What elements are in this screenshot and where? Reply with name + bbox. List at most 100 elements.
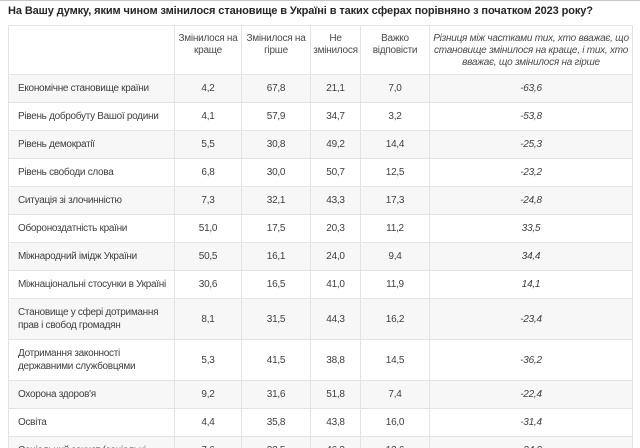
results-table: Змінилося на краще Змінилося на гірше Не… (8, 25, 633, 448)
value-better: 5,5 (174, 130, 242, 159)
row-label: Рівень добробуту Вашої родини (8, 102, 175, 131)
table-row: Охорона здоров'я 9,2 31,6 51,8 7,4 -22,4 (8, 380, 633, 409)
value-better: 7,3 (174, 186, 242, 215)
value-hard: 16,2 (360, 298, 430, 340)
value-hard: 11,9 (360, 270, 430, 299)
value-worse: 32,5 (241, 436, 311, 448)
row-label: Охорона здоров'я (8, 380, 175, 409)
value-difference: -63,6 (429, 74, 633, 103)
table-row: Соціальний захист (соціальні7,632,546,31… (8, 436, 633, 448)
value-difference: -25,3 (429, 130, 633, 159)
table-row: Освіта 4,4 35,8 43,8 16,0 -31,4 (8, 408, 633, 437)
value-not-changed: 38,8 (310, 339, 361, 381)
table-row: Міжнародний імідж України 50,5 16,1 24,0 9,4… (8, 242, 633, 271)
value-better: 6,8 (174, 158, 242, 187)
table-row: Рівень добробуту Вашої родини 4,1 57,9 34,7… (8, 102, 633, 131)
value-better: 4,4 (174, 408, 242, 437)
value-hard: 17,3 (360, 186, 430, 215)
row-label: Рівень демократії (8, 130, 175, 159)
value-not-changed: 20,3 (310, 214, 361, 243)
value-hard: 11,2 (360, 214, 430, 243)
value-not-changed: 34,7 (310, 102, 361, 131)
value-difference: -53,8 (429, 102, 633, 131)
value-better: 4,2 (174, 74, 242, 103)
row-label: Соціальний захист (соціальні (8, 436, 175, 448)
table-row: Рівень демократії 5,5 30,8 49,2 14,4 -25,3 (8, 130, 633, 159)
value-worse: 35,8 (241, 408, 311, 437)
value-better: 30,6 (174, 270, 242, 299)
value-better: 7,6 (174, 436, 242, 448)
row-label: Обороноздатність країни (8, 214, 175, 243)
value-better: 5,3 (174, 339, 242, 381)
value-worse: 57,9 (241, 102, 311, 131)
row-label: Рівень свободи слова (8, 158, 175, 187)
value-worse: 31,5 (241, 298, 311, 340)
value-better: 4,1 (174, 102, 242, 131)
value-not-changed: 43,8 (310, 408, 361, 437)
value-difference: -23,2 (429, 158, 633, 187)
value-better: 50,5 (174, 242, 242, 271)
value-worse: 31,6 (241, 380, 311, 409)
value-not-changed: 46,3 (310, 436, 361, 448)
value-better: 8,1 (174, 298, 242, 340)
value-better: 51,0 (174, 214, 242, 243)
value-worse: 17,5 (241, 214, 311, 243)
value-hard: 12,5 (360, 158, 430, 187)
header-difference: Різниця між частками тих, хто вважає, що… (429, 25, 633, 75)
value-hard: 14,4 (360, 130, 430, 159)
value-difference: -24,9 (429, 436, 633, 448)
value-not-changed: 24,0 (310, 242, 361, 271)
value-not-changed: 51,8 (310, 380, 361, 409)
table-row: Міжнаціональні стосунки в Україні 30,6 16,… (8, 270, 633, 299)
value-worse: 16,1 (241, 242, 311, 271)
value-not-changed: 41,0 (310, 270, 361, 299)
value-difference: 14,1 (429, 270, 633, 299)
table-header: Змінилося на краще Змінилося на гірше Не… (8, 25, 633, 75)
value-difference: 33,5 (429, 214, 633, 243)
header-hard-to-answer: Важко відповісти (360, 25, 430, 75)
table-row: Обороноздатність країни 51,0 17,5 20,3 11,2 3… (8, 214, 633, 243)
table-row: Економічне становище країни 4,2 67,8 21,1 7,… (8, 74, 633, 103)
value-difference: -24,8 (429, 186, 633, 215)
value-difference: -36,2 (429, 339, 633, 381)
value-worse: 32,1 (241, 186, 311, 215)
value-difference: -31,4 (429, 408, 633, 437)
header-changed-better: Змінилося на краще (174, 25, 242, 75)
value-not-changed: 44,3 (310, 298, 361, 340)
value-difference: -23,4 (429, 298, 633, 340)
value-difference: -22,4 (429, 380, 633, 409)
header-not-changed: Не змінилося (310, 25, 361, 75)
table-row: Становище у сфері дотримання прав і своб… (8, 298, 633, 340)
header-empty-cell (8, 25, 175, 75)
value-not-changed: 21,1 (310, 74, 361, 103)
value-difference: 34,4 (429, 242, 633, 271)
value-hard: 3,2 (360, 102, 430, 131)
value-worse: 16,5 (241, 270, 311, 299)
row-label: Становище у сфері дотримання прав і своб… (8, 298, 175, 340)
value-worse: 30,8 (241, 130, 311, 159)
row-label: Міжнаціональні стосунки в Україні (8, 270, 175, 299)
value-worse: 67,8 (241, 74, 311, 103)
table-row: Дотримання законності державними службов… (8, 339, 633, 381)
value-not-changed: 50,7 (310, 158, 361, 187)
value-not-changed: 49,2 (310, 130, 361, 159)
row-label: Освіта (8, 408, 175, 437)
value-hard: 7,0 (360, 74, 430, 103)
question-title: На Вашу думку, яким чином змінилося стан… (8, 5, 593, 17)
value-hard: 9,4 (360, 242, 430, 271)
value-hard: 7,4 (360, 380, 430, 409)
value-worse: 41,5 (241, 339, 311, 381)
table-row: Ситуація зі злочинністю 7,3 32,1 43,3 17,3 -2… (8, 186, 633, 215)
value-not-changed: 43,3 (310, 186, 361, 215)
row-label: Дотримання законності державними службов… (8, 339, 175, 381)
row-label: Економічне становище країни (8, 74, 175, 103)
row-label: Міжнародний імідж України (8, 242, 175, 271)
header-changed-worse: Змінилося на гірше (241, 25, 311, 75)
value-worse: 30,0 (241, 158, 311, 187)
header-row: Змінилося на краще Змінилося на гірше Не… (8, 25, 633, 75)
table-body: Економічне становище країни 4,2 67,8 21,1 7,… (8, 74, 633, 448)
table-row: Рівень свободи слова 6,8 30,0 50,7 12,5 -23,2 (8, 158, 633, 187)
value-hard: 16,0 (360, 408, 430, 437)
value-better: 9,2 (174, 380, 242, 409)
